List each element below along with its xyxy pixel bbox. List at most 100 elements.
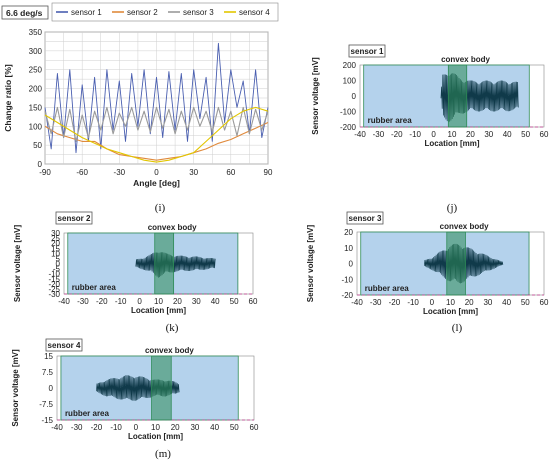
chart-i: 6.6 deg/s sensor 1 sensor 2 sensor 3 sensor … — [1, 2, 279, 214]
y-axis-label: Sensor voltage [mV] — [306, 224, 315, 302]
x-tick-label: 50 — [230, 423, 239, 432]
y-tick-label: 0 — [352, 92, 357, 101]
x-tick-label: -20 — [91, 423, 103, 432]
x-tick-label: 60 — [226, 168, 235, 177]
convex-body-label: convex body — [145, 346, 194, 355]
x-axis-label: Location [mm] — [128, 432, 183, 441]
series-line-sensor-2 — [44, 122, 269, 161]
x-tick-label: 40 — [210, 423, 219, 432]
x-tick-label: 30 — [483, 298, 492, 307]
x-tick-label: 30 — [189, 168, 198, 177]
x-axis-label: Location [mm] — [424, 139, 479, 148]
signal-trace — [135, 252, 216, 278]
y-tick-label: -15 — [48, 275, 60, 284]
convex-body-label: convex body — [148, 223, 197, 232]
y-axis-label: Sensor voltage [mV] — [11, 349, 20, 427]
y-tick-label: -20 — [341, 291, 353, 300]
x-tick-label: -60 — [76, 168, 88, 177]
y-tick-label: 50 — [33, 141, 42, 150]
series-line-sensor-1 — [44, 42, 269, 154]
y-axis-label: Sensor voltage [mV] — [311, 57, 320, 135]
convex-body-label: convex body — [440, 222, 489, 231]
x-tick-label: 50 — [230, 297, 239, 306]
y-tick-label: 7.5 — [42, 368, 54, 377]
x-tick-label: 40 — [503, 130, 512, 139]
x-tick-label: 60 — [249, 297, 258, 306]
legend-item-1: sensor 1 — [71, 8, 102, 17]
rubber-area-label: rubber area — [65, 409, 110, 418]
x-tick-label: 30 — [190, 423, 199, 432]
y-tick-label: 300 — [29, 47, 43, 56]
y-tick-label: -30 — [48, 290, 60, 299]
legend-item-2: sensor 2 — [127, 8, 158, 17]
x-tick-label: -10 — [115, 297, 127, 306]
x-axis-label: Location [mm] — [423, 307, 478, 316]
y-tick-label: 10 — [344, 244, 353, 253]
x-tick-label: 50 — [521, 298, 530, 307]
y-tick-label: -100 — [340, 108, 357, 117]
y-axis-label: Change ratio [%] — [3, 64, 13, 132]
x-tick-label: -40 — [354, 130, 366, 139]
x-tick-label: -40 — [51, 423, 63, 432]
y-tick-label: 250 — [29, 66, 43, 75]
series-line-sensor-4 — [44, 106, 269, 163]
panel-caption: (m) — [155, 448, 171, 460]
x-tick-label: -30 — [370, 298, 382, 307]
x-tick-label: 90 — [264, 168, 273, 177]
y-tick-label: 100 — [343, 77, 357, 86]
y-tick-label: 10 — [51, 249, 60, 258]
legend-item-3: sensor 3 — [183, 8, 214, 17]
sensor-label-box — [348, 44, 386, 58]
x-tick-label: 20 — [171, 423, 180, 432]
x-tick-label: -90 — [39, 168, 51, 177]
legend-item-4: sensor 4 — [239, 8, 270, 17]
y-tick-label: 20 — [344, 228, 353, 237]
x-axis-label: Angle [deg] — [133, 178, 180, 188]
x-tick-label: 10 — [448, 130, 457, 139]
x-tick-label: 20 — [173, 297, 182, 306]
rubber-area-label: rubber area — [365, 284, 410, 293]
y-tick-label: -10 — [48, 270, 60, 279]
sensor-label-box — [55, 211, 93, 225]
x-axis-label: Location [mm] — [131, 306, 186, 315]
rate-label: 6.6 deg/s — [6, 8, 43, 18]
x-tick-label: 50 — [521, 130, 530, 139]
y-tick-label: -200 — [340, 123, 357, 132]
rubber-area-label: rubber area — [368, 116, 413, 125]
x-tick-label: 60 — [250, 423, 259, 432]
y-tick-label: -25 — [48, 285, 60, 294]
y-tick-label: 15 — [51, 244, 60, 253]
y-tick-label: 0 — [56, 260, 61, 269]
x-tick-label: 10 — [151, 423, 160, 432]
x-tick-label: -10 — [409, 130, 421, 139]
sensor-label: sensor 3 — [349, 214, 382, 223]
y-tick-label: -15 — [41, 416, 53, 425]
rate-label-box — [1, 5, 49, 20]
sensor-label-box — [346, 211, 384, 225]
y-tick-label: -20 — [48, 280, 60, 289]
convex-body-region — [446, 231, 466, 296]
y-tick-label: 0 — [38, 160, 43, 169]
convex-body-region — [151, 355, 172, 421]
panel-caption: (l) — [452, 322, 463, 334]
sensor-label-box — [45, 338, 83, 352]
y-tick-label: 30 — [51, 229, 60, 238]
x-tick-label: -20 — [96, 297, 108, 306]
x-tick-label: 20 — [465, 298, 474, 307]
convex-body-region — [154, 232, 175, 295]
y-tick-label: -7.5 — [39, 400, 53, 409]
x-tick-label: 30 — [192, 297, 201, 306]
x-tick-label: -30 — [77, 297, 89, 306]
y-tick-label: -5 — [53, 265, 61, 274]
x-tick-label: -30 — [114, 168, 126, 177]
chart-l: convex body rubber area sensor 3 -20 -10 0 10 2… — [306, 211, 549, 334]
x-tick-label: 10 — [446, 298, 455, 307]
panel-caption: (i) — [155, 202, 166, 214]
x-tick-label: 30 — [484, 130, 493, 139]
x-tick-label: 0 — [137, 297, 142, 306]
legend-box — [51, 2, 279, 22]
x-tick-label: 40 — [502, 298, 511, 307]
y-tick-label: 350 — [29, 28, 43, 37]
